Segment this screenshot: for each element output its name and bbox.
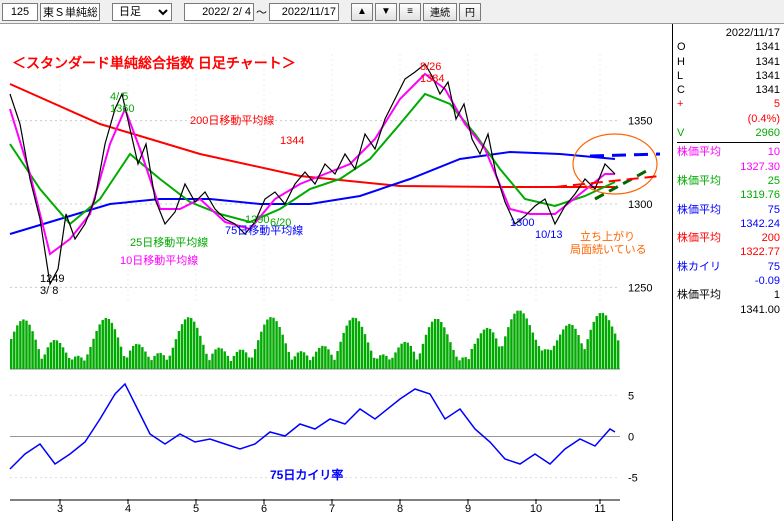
svg-text:3/ 8: 3/ 8 (40, 285, 58, 297)
svg-text:5: 5 (193, 503, 199, 515)
vol-value: 2960 (756, 126, 780, 140)
chart-title: ＜スタンダード単純総合指数 日足チャート＞ (12, 55, 296, 71)
down-button[interactable]: ▼ (375, 3, 397, 21)
vol-label: V (677, 126, 684, 140)
svg-text:3: 3 (57, 503, 63, 515)
up-button[interactable]: ▲ (351, 3, 373, 21)
code-input[interactable] (2, 3, 38, 21)
change-pct: (0.4%) (748, 112, 780, 126)
svg-text:1344: 1344 (280, 135, 304, 147)
svg-text:1290: 1290 (245, 214, 269, 226)
svg-text:1350: 1350 (628, 116, 652, 128)
svg-text:5: 5 (628, 390, 634, 402)
svg-text:200日移動平均線: 200日移動平均線 (190, 113, 274, 127)
svg-text:10: 10 (530, 503, 542, 515)
change-value: 5 (774, 97, 780, 111)
svg-text:11: 11 (594, 503, 605, 515)
svg-text:4/ 5: 4/ 5 (110, 91, 128, 103)
svg-text:25日移動平均線: 25日移動平均線 (130, 235, 208, 249)
change-label: + (677, 97, 683, 111)
svg-text:立ち上がり: 立ち上がり (580, 229, 635, 243)
svg-text:1360: 1360 (110, 103, 134, 115)
svg-text:10/13: 10/13 (535, 229, 563, 241)
date-to-input[interactable] (269, 3, 339, 21)
period-select[interactable]: 日足 (112, 3, 172, 21)
side-panel: 2022/11/17 O1341H1341L1341C1341 +5 (0.4%… (672, 24, 784, 521)
svg-text:6: 6 (261, 503, 267, 515)
svg-text:6/20: 6/20 (270, 217, 291, 229)
svg-text:10日移動平均線: 10日移動平均線 (120, 253, 198, 267)
toolbar: 日足 ～ ▲ ▼ ≡ 連続 円 (0, 0, 784, 24)
svg-text:-5: -5 (628, 473, 638, 485)
highlight-ellipse (573, 134, 657, 194)
svg-text:1300: 1300 (628, 199, 652, 211)
svg-text:0: 0 (628, 432, 634, 444)
yen-button[interactable]: 円 (459, 3, 481, 21)
svg-text:1250: 1250 (628, 282, 652, 294)
ma200-line (10, 84, 615, 187)
svg-text:8: 8 (397, 503, 403, 515)
svg-text:4: 4 (125, 503, 131, 515)
chart-area: ＜スタンダード単純総合指数 日足チャート＞ 1250 1300 1350 200日移動平… (0, 24, 672, 521)
kairi-label: 75日カイリ率 (270, 467, 343, 482)
list-button[interactable]: ≡ (399, 3, 421, 21)
svg-text:9: 9 (465, 503, 471, 515)
svg-text:1384: 1384 (420, 73, 444, 85)
continuous-button[interactable]: 連続 (423, 3, 457, 21)
date-sep: ～ (256, 4, 267, 20)
svg-text:1249: 1249 (40, 273, 64, 285)
symbol-name-input[interactable] (40, 3, 100, 21)
side-date: 2022/11/17 (726, 26, 780, 40)
svg-text:局面続いている: 局面続いている (570, 242, 647, 256)
svg-text:7: 7 (329, 503, 335, 515)
kairi-line (10, 384, 615, 469)
svg-text:1300: 1300 (510, 217, 534, 229)
svg-text:8/26: 8/26 (420, 61, 441, 73)
date-from-input[interactable] (184, 3, 254, 21)
